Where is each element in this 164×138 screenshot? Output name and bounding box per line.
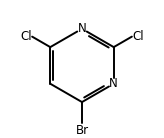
Text: Br: Br bbox=[75, 124, 89, 137]
Text: Cl: Cl bbox=[20, 30, 32, 43]
Text: N: N bbox=[109, 77, 118, 90]
Text: N: N bbox=[78, 22, 86, 35]
Text: Cl: Cl bbox=[132, 30, 144, 43]
